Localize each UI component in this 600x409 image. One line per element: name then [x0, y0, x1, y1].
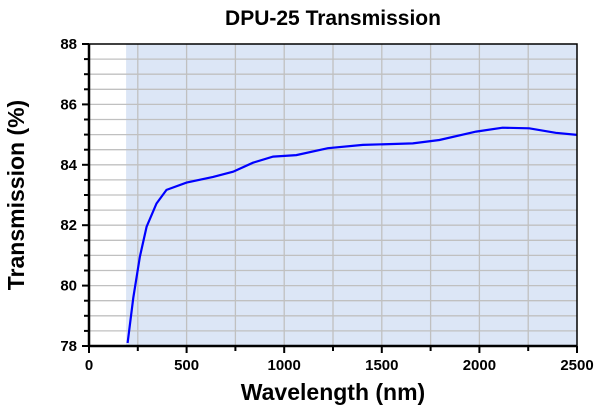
x-axis-label: Wavelength (nm) [241, 379, 425, 405]
x-tick-label: 1500 [365, 357, 398, 374]
y-tick-label: 78 [60, 338, 77, 355]
grid [89, 44, 577, 346]
x-tick-label: 1000 [268, 357, 301, 374]
y-tick-label: 86 [60, 96, 77, 113]
y-tick-label: 80 [60, 278, 77, 295]
axes [82, 43, 578, 353]
x-tick-label: 2500 [560, 357, 593, 374]
y-tick-label: 88 [60, 36, 77, 53]
y-tick-label: 84 [60, 157, 77, 174]
x-tick-label: 500 [174, 357, 199, 374]
y-axis-label: Transmission (%) [3, 100, 29, 290]
x-tick-label: 0 [85, 357, 93, 374]
x-tick-label: 2000 [463, 357, 496, 374]
y-tick-label: 82 [60, 217, 77, 234]
y-tick-labels: 78 80 82 84 86 88 [60, 36, 77, 355]
series-line [126, 126, 578, 344]
x-tick-labels: 0 500 1000 1500 2000 2500 [85, 357, 594, 374]
chart-title: DPU-25 Transmission [225, 7, 441, 30]
